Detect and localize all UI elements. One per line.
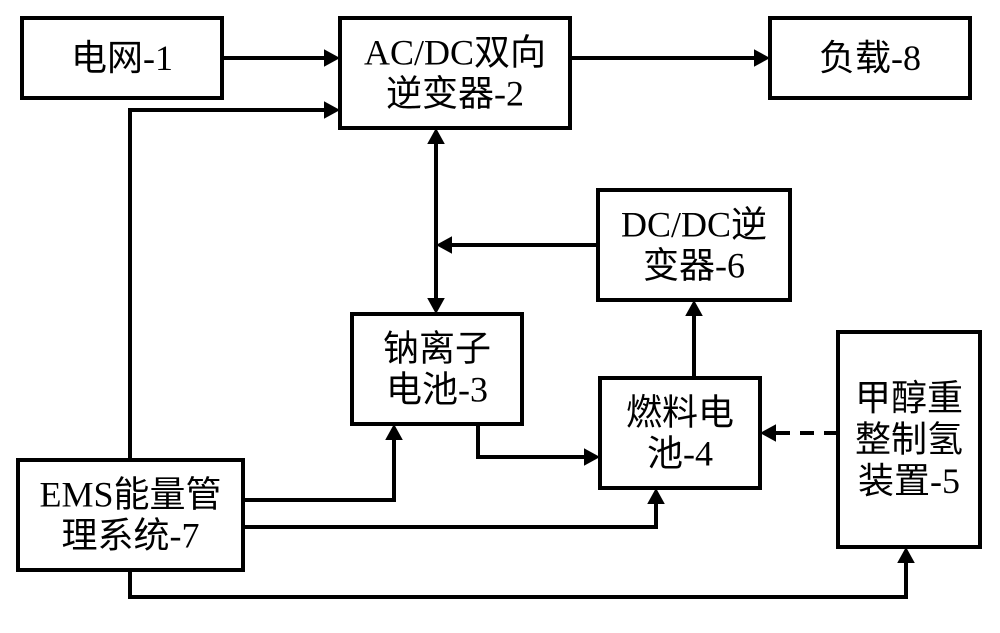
node-label: DC/DC逆: [621, 204, 767, 244]
edge: [243, 424, 403, 500]
node-label: 变器-6: [643, 246, 745, 286]
node-label: 甲醇重: [855, 378, 963, 418]
node-label: 钠离子: [383, 328, 491, 368]
node-load: 负载-8: [770, 18, 970, 98]
edge: [478, 424, 600, 466]
edge: [436, 236, 598, 254]
node-fuelcell: 燃料电池-4: [600, 378, 760, 488]
node-label: 电网-1: [71, 38, 173, 78]
node-label: 电池-3: [386, 370, 488, 410]
node-label: 逆变器-2: [386, 74, 524, 114]
node-label: AC/DC双向: [364, 32, 546, 72]
edge: [243, 488, 665, 527]
edge: [685, 300, 703, 378]
node-label: EMS能量管: [39, 474, 221, 514]
node-label: 整制氢: [855, 420, 963, 460]
edge: [222, 49, 340, 67]
node-label: 池-4: [647, 434, 713, 474]
node-acdc: AC/DC双向逆变器-2: [340, 18, 570, 128]
node-dcdc: DC/DC逆变器-6: [598, 190, 790, 300]
edge: [570, 49, 770, 67]
node-label: 理系统-7: [62, 516, 200, 556]
edge: [130, 101, 340, 460]
edge: [130, 547, 915, 597]
node-label: 负载-8: [819, 38, 921, 78]
edge: [760, 424, 838, 442]
edge: [427, 128, 445, 314]
node-methanol: 甲醇重整制氢装置-5: [838, 332, 980, 547]
node-ems: EMS能量管理系统-7: [18, 460, 243, 570]
node-label: 燃料电: [626, 392, 734, 432]
node-grid: 电网-1: [22, 18, 222, 98]
node-label: 装置-5: [858, 461, 960, 501]
node-naion: 钠离子电池-3: [352, 314, 522, 424]
